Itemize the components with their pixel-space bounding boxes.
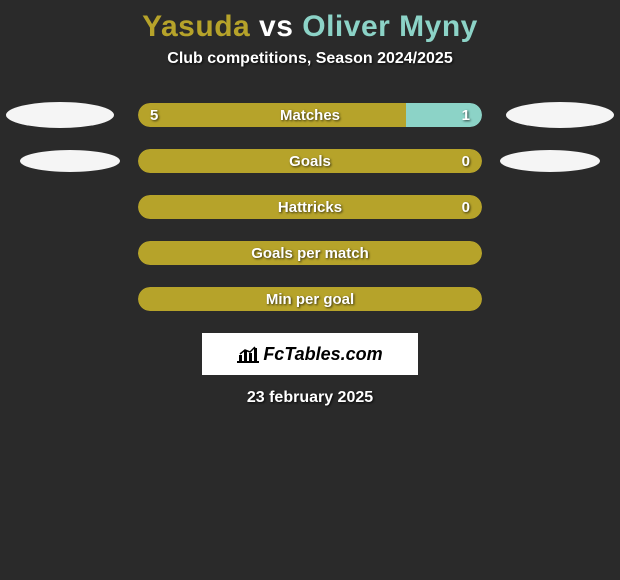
placeholder-ellipse-left — [20, 150, 120, 172]
stat-row: Goals per match — [0, 241, 620, 265]
comparison-title: Yasuda vs Oliver Myny — [0, 0, 620, 44]
bar-right-segment — [406, 103, 482, 127]
stats-container: 51Matches0Goals0HattricksGoals per match… — [0, 103, 620, 311]
placeholder-ellipse-right — [506, 102, 614, 128]
bar-full-segment — [138, 149, 482, 173]
placeholder-ellipse-left — [6, 102, 114, 128]
stat-left-value: 5 — [150, 107, 158, 124]
stat-bar: Min per goal — [138, 287, 482, 311]
stat-bar: 0Hattricks — [138, 195, 482, 219]
player2-name: Oliver Myny — [302, 10, 478, 43]
bar-left-segment — [138, 103, 406, 127]
bar-full-segment — [138, 195, 482, 219]
brand-label: FcTables.com — [263, 344, 382, 365]
brand-box[interactable]: FcTables.com — [202, 333, 418, 375]
stat-row: 0Hattricks — [0, 195, 620, 219]
stat-right-value: 0 — [462, 199, 470, 216]
player1-name: Yasuda — [142, 10, 250, 43]
bar-full-segment — [138, 287, 482, 311]
bar-full-segment — [138, 241, 482, 265]
vs-text: vs — [259, 10, 293, 43]
stat-bar: 0Goals — [138, 149, 482, 173]
stat-right-value: 0 — [462, 153, 470, 170]
brand-text: FcTables.com — [237, 344, 382, 365]
stat-row: Min per goal — [0, 287, 620, 311]
stat-bar: 51Matches — [138, 103, 482, 127]
stat-row: 51Matches — [0, 103, 620, 127]
chart-icon — [237, 345, 259, 363]
stat-right-value: 1 — [462, 107, 470, 124]
stat-bar: Goals per match — [138, 241, 482, 265]
placeholder-ellipse-right — [500, 150, 600, 172]
subtitle: Club competitions, Season 2024/2025 — [0, 50, 620, 68]
stat-row: 0Goals — [0, 149, 620, 173]
date-text: 23 february 2025 — [0, 389, 620, 407]
